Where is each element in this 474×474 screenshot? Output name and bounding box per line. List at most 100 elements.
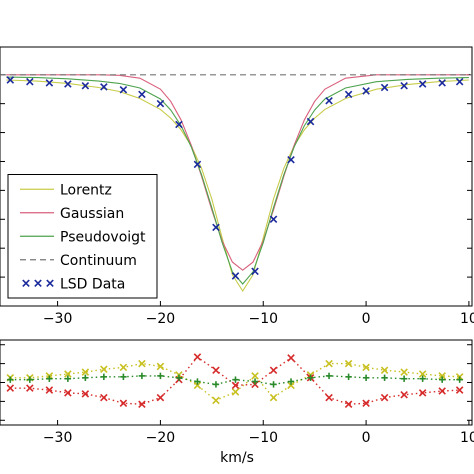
marker (380, 83, 389, 92)
marker (269, 366, 278, 374)
legend-label: Gaussian (60, 206, 124, 222)
marker-stroke (34, 279, 42, 288)
marker (307, 374, 314, 381)
plot-area (0, 74, 472, 293)
marker (362, 399, 370, 408)
marker (455, 386, 464, 394)
marker (64, 370, 72, 378)
legend-label: Lorentz (60, 182, 112, 198)
marker (193, 160, 202, 169)
marker-stroke (26, 77, 34, 86)
marker-stroke (175, 120, 183, 129)
marker-stroke (81, 390, 90, 398)
marker (138, 90, 146, 99)
marker-stroke (287, 354, 295, 362)
marker (418, 370, 427, 378)
plot-frame (0, 46, 473, 307)
marker (212, 366, 220, 374)
marker (438, 79, 446, 87)
marker-stroke (251, 372, 259, 380)
marker (119, 86, 128, 94)
marker (46, 279, 54, 288)
marker-stroke (156, 99, 165, 108)
marker (287, 155, 295, 164)
marker-stroke (362, 87, 370, 95)
marker-stroke (380, 393, 389, 402)
marker-stroke (45, 386, 54, 394)
marker-stroke (306, 117, 315, 126)
marker (175, 120, 183, 129)
marker-stroke (193, 160, 202, 169)
marker-stroke (22, 279, 30, 288)
marker (381, 374, 388, 381)
x-tick-label: −10 (248, 311, 278, 327)
marker-stroke (156, 393, 165, 402)
marker (345, 373, 352, 381)
marker-stroke (119, 399, 128, 408)
legend-label: LSD Data (60, 276, 125, 292)
marker (138, 359, 146, 368)
marker (175, 374, 183, 381)
marker (380, 393, 389, 402)
marker-stroke (138, 400, 146, 408)
marker (119, 399, 128, 408)
marker-stroke (438, 372, 446, 380)
marker-stroke (344, 90, 353, 99)
marker-stroke (231, 272, 240, 280)
marker-stroke (362, 399, 370, 408)
marker-stroke (362, 363, 370, 372)
marker (400, 375, 408, 382)
marker (232, 376, 239, 383)
marker (212, 223, 220, 232)
marker (45, 79, 54, 87)
marker (269, 393, 278, 402)
x-tick-label: 10 (460, 430, 474, 446)
x-tick-label: −30 (43, 430, 73, 446)
marker (344, 90, 353, 99)
marker (419, 375, 426, 382)
marker (325, 96, 333, 105)
marker (400, 391, 408, 399)
legend-label: Pseudovoigt (60, 229, 146, 245)
marker (306, 117, 315, 126)
marker (82, 374, 89, 381)
marker (100, 393, 108, 402)
marker (193, 381, 202, 390)
marker (380, 366, 389, 374)
marker-stroke (26, 384, 34, 392)
marker-stroke (287, 381, 295, 390)
marker-stroke (231, 388, 240, 396)
marker-stroke (344, 359, 353, 368)
x-tick-label: −20 (146, 430, 176, 446)
marker (26, 384, 34, 392)
marker-stroke (81, 368, 90, 376)
marker (231, 381, 240, 390)
marker (100, 83, 108, 91)
marker-stroke (212, 366, 220, 374)
marker (138, 372, 146, 380)
marker (438, 387, 446, 395)
marker-stroke (193, 353, 202, 361)
marker (456, 376, 463, 383)
marker-stroke (138, 90, 146, 99)
marker-stroke (438, 387, 446, 395)
marker (400, 368, 408, 376)
marker (438, 372, 446, 380)
marker-stroke (455, 77, 464, 86)
marker (194, 378, 201, 385)
marker-stroke (119, 363, 128, 372)
marker (251, 378, 259, 385)
marker-stroke (81, 81, 90, 90)
marker (251, 267, 259, 276)
marker (22, 279, 30, 288)
marker-stroke (325, 96, 333, 105)
marker (6, 76, 15, 84)
marker-stroke (455, 386, 464, 394)
marker (287, 354, 295, 362)
marker (120, 373, 127, 381)
marker (156, 99, 165, 108)
marker-stroke (325, 393, 333, 402)
marker (119, 363, 128, 372)
